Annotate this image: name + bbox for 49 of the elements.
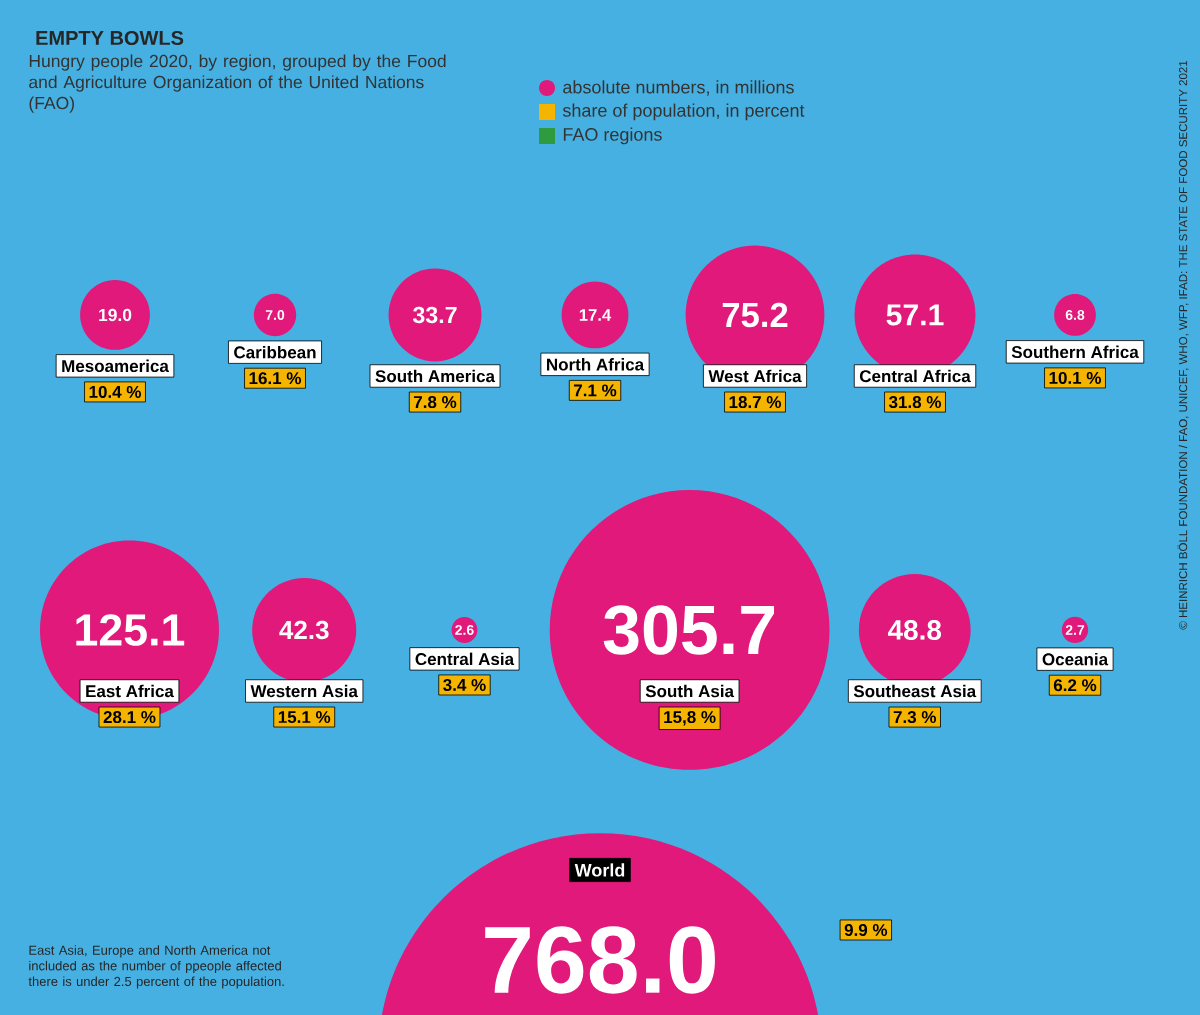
data-label: 6.8 <box>1065 310 1085 320</box>
data-label: 7.0 <box>265 310 285 320</box>
data-label: 10.1 % <box>1049 371 1102 384</box>
data-label: 48.8 <box>887 620 942 640</box>
data-label: 305.7 <box>603 605 775 655</box>
category-label: South America <box>375 369 496 383</box>
category-label: Central Asia <box>415 652 515 666</box>
data-label: 6.2 % <box>1053 679 1097 692</box>
data-label: 7.3 % <box>893 711 937 724</box>
category-label: Southeast Asia <box>853 684 977 698</box>
category-label: Mesoamerica <box>62 359 169 373</box>
data-label: 75.2 <box>722 302 788 328</box>
data-label: 15,8 % <box>664 711 716 726</box>
category-label: Caribbean <box>234 345 316 359</box>
category-label: World <box>574 863 625 877</box>
legend-label: share of population, in percent <box>562 103 805 121</box>
data-label: 15.1 % <box>278 711 331 724</box>
data-label: 2.6 <box>455 625 474 635</box>
data-label: 19.0 <box>99 308 132 322</box>
text: © HEINRICH BÖLL FOUNDATION / FAO, UNICEF, WHO, WFP, IFAD: THE STATE OF FOOD SECURITY 2021 <box>1177 60 1189 630</box>
data-label: 16.1 % <box>249 372 302 385</box>
data-label: 57.1 <box>886 304 944 326</box>
data-label: 10.4 % <box>89 385 142 398</box>
text: East Asia, Europe and North America not included as the number of ppeople affected there is under 2.5 percent of the population. <box>28 945 284 989</box>
text: Hungry people 2020, by region, grouped by the Food and Agriculture Organization of the United Nations (FAO) <box>29 54 446 113</box>
category-label: Central Africa <box>859 369 971 383</box>
data-label: 2.7 <box>1065 625 1085 635</box>
data-label: 33.7 <box>412 306 457 324</box>
data-label: 9.9 % <box>844 923 888 936</box>
category-label: South Asia <box>645 684 735 698</box>
data-label: 125.1 <box>76 614 185 646</box>
data-label: 7.1 % <box>573 384 617 397</box>
data-label: 7.8 % <box>413 396 457 409</box>
category-label: West Africa <box>708 369 802 383</box>
data-label: 42.3 <box>279 620 329 640</box>
data-label: 3.4 % <box>443 678 486 691</box>
category-label: Western Asia <box>250 684 359 698</box>
legend-label: absolute numbers, in millions <box>563 80 794 96</box>
category-label: Southern Africa <box>1011 345 1139 359</box>
text: EMPTY BOWLS <box>36 30 184 46</box>
data-label: 768.0 <box>485 926 715 994</box>
category-label: East Africa <box>86 684 174 698</box>
data-label: 28.1 % <box>103 711 156 724</box>
data-label: 18.7 % <box>729 396 782 409</box>
legend-label: FAO regions <box>563 127 662 145</box>
category-label: Oceania <box>1042 652 1109 666</box>
data-label: 17.4 <box>579 309 612 321</box>
category-label: North Africa <box>547 358 645 371</box>
data-label: 31.8 % <box>888 396 942 409</box>
